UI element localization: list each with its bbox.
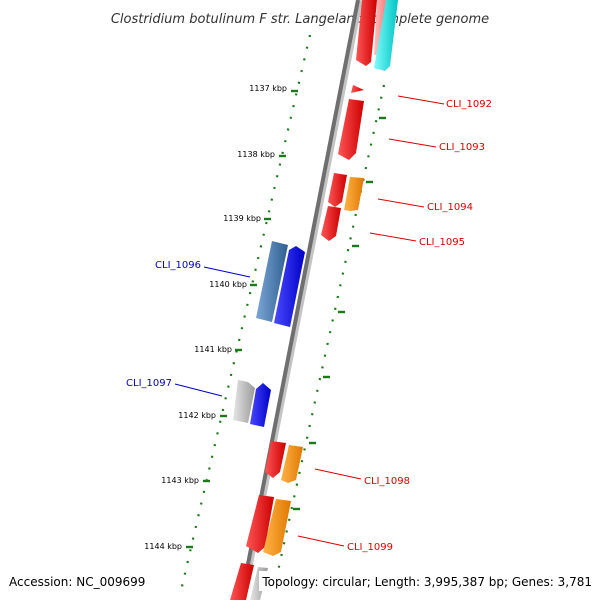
leader-line bbox=[297, 535, 345, 547]
gene-arrow[interactable] bbox=[356, 0, 377, 66]
gene-arrow[interactable] bbox=[374, 0, 386, 55]
footer-left-bg bbox=[4, 571, 146, 591]
leader-line bbox=[203, 266, 251, 278]
ruler-tick-label: 1144 kbp bbox=[144, 542, 182, 551]
leader-line bbox=[377, 198, 425, 208]
gene-label-cli-1093[interactable]: CLI_1093 bbox=[439, 142, 485, 153]
gene-arrow[interactable] bbox=[344, 177, 364, 211]
leader-line bbox=[397, 95, 445, 105]
leader-line bbox=[388, 138, 437, 148]
gene-arrow[interactable] bbox=[256, 241, 288, 322]
gene-arrow[interactable] bbox=[281, 445, 303, 483]
forward-genes bbox=[230, 0, 398, 600]
ruler-tick-label: 1138 kbp bbox=[237, 150, 275, 159]
gene-label-cli-1099[interactable]: CLI_1099 bbox=[347, 542, 393, 553]
outer-minor-ticks bbox=[293, 116, 386, 511]
gene-arrow[interactable] bbox=[374, 0, 398, 71]
gene-arrow[interactable] bbox=[351, 85, 364, 93]
gene-arrow[interactable] bbox=[230, 563, 254, 600]
ruler-tick-label: 1143 kbp bbox=[161, 476, 199, 485]
leader-line bbox=[314, 468, 362, 480]
gene-arrow[interactable] bbox=[265, 441, 286, 478]
summary-text: Topology: circular; Length: 3,995,387 bp… bbox=[261, 575, 592, 589]
gene-arrow[interactable] bbox=[274, 246, 305, 327]
map-title: Clostridium botulinum F str. Langeland, … bbox=[111, 12, 489, 27]
ruler-tick-label: 1142 kbp bbox=[178, 411, 216, 420]
accession-text: Accession: NC_009699 bbox=[9, 575, 145, 589]
gene-label-cli-1095[interactable]: CLI_1095 bbox=[419, 237, 465, 248]
gene-label-cli-1094[interactable]: CLI_1094 bbox=[427, 202, 473, 213]
gene-arrow[interactable] bbox=[338, 99, 364, 160]
ruler-tick-label: 1141 kbp bbox=[194, 345, 232, 354]
reverse-genes bbox=[233, 241, 305, 427]
gene-arrow[interactable] bbox=[328, 173, 347, 207]
ruler: 1137 kbp 1138 kbp 1139 kbp 1140 kbp 1141… bbox=[144, 84, 298, 551]
ruler-tick-label: 1137 kbp bbox=[249, 84, 287, 93]
footer-right-bg bbox=[259, 571, 596, 591]
ruler-tick-label: 1139 kbp bbox=[223, 214, 261, 223]
outer-dotted-track bbox=[273, 84, 386, 586]
gene-label-cli-1092[interactable]: CLI_1092 bbox=[446, 99, 492, 110]
gene-label-cli-1096[interactable]: CLI_1096 bbox=[155, 260, 201, 271]
leader-line bbox=[174, 383, 223, 397]
gene-arrow[interactable] bbox=[233, 380, 255, 423]
leader-line bbox=[369, 232, 417, 242]
gene-arrow[interactable] bbox=[263, 499, 291, 556]
ruler-tick-label: 1140 kbp bbox=[209, 280, 247, 289]
gene-label-cli-1097[interactable]: CLI_1097 bbox=[126, 378, 172, 389]
gene-arrow[interactable] bbox=[321, 206, 341, 241]
gene-label-cli-1098[interactable]: CLI_1098 bbox=[364, 476, 410, 487]
gene-labels: CLI_1092 CLI_1093 CLI_1094 CLI_1095 CLI_… bbox=[126, 95, 492, 553]
gene-arrow[interactable] bbox=[246, 495, 274, 553]
gene-arrow[interactable] bbox=[250, 383, 271, 427]
